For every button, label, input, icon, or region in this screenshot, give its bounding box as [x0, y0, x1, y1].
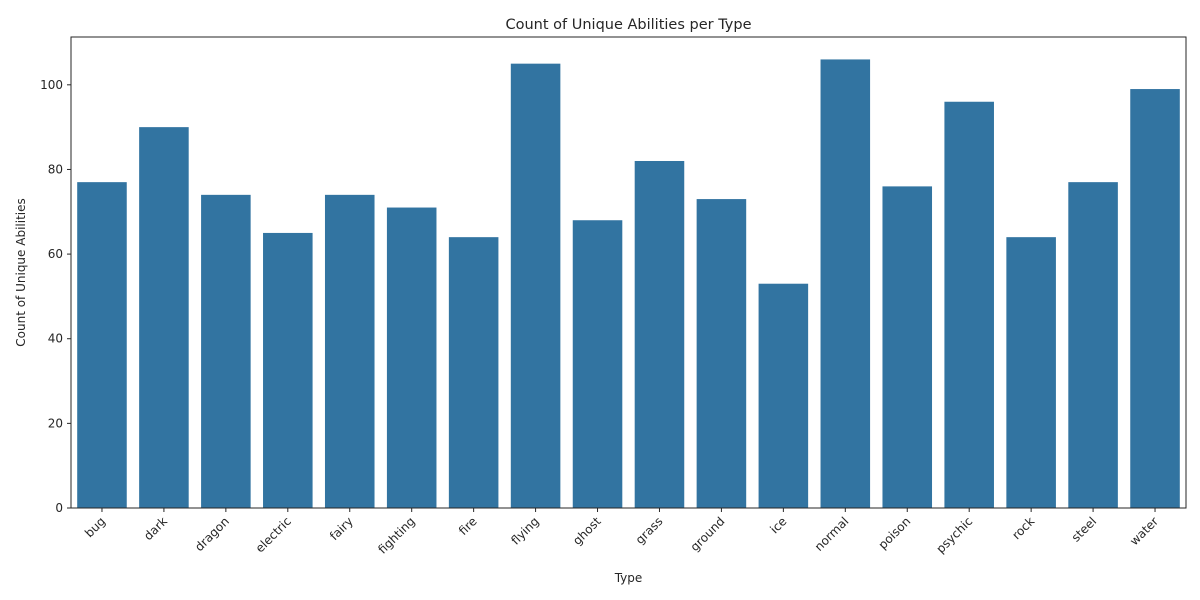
x-tick-label: poison	[876, 514, 914, 552]
x-tick-label: grass	[633, 514, 666, 547]
bar-ground	[696, 199, 747, 508]
x-tick-label: bug	[82, 514, 108, 540]
x-tick-label: ice	[767, 514, 789, 536]
bar-ice	[758, 283, 809, 508]
bars-group	[77, 59, 1180, 509]
x-tick-label: normal	[812, 514, 852, 554]
bar-poison	[882, 186, 933, 508]
y-tick-label: 0	[55, 501, 63, 515]
bar-fire	[448, 237, 499, 508]
y-axis-label: Count of Unique Abilities	[14, 198, 28, 346]
bar-rock	[1006, 237, 1056, 508]
bar-water	[1130, 89, 1180, 509]
bar-dragon	[201, 194, 251, 508]
bar-fairy	[324, 194, 375, 508]
x-axis-ticks: bug dark dragon electric fairy fighting fire fl…	[82, 508, 1161, 557]
plot-frame	[70, 36, 1187, 509]
x-tick-label: electric	[253, 514, 294, 555]
x-tick-label: fire	[456, 514, 480, 538]
y-tick-label: 100	[40, 78, 63, 92]
x-tick-label: fairy	[327, 514, 356, 543]
bar-normal	[820, 59, 871, 509]
bar-ghost	[572, 220, 623, 509]
bar-flying	[510, 63, 561, 509]
x-tick-label: psychic	[934, 514, 976, 556]
y-tick-label: 20	[48, 416, 63, 430]
x-tick-label: fighting	[375, 514, 417, 556]
y-tick-label: 40	[48, 332, 63, 346]
bar-steel	[1068, 182, 1118, 508]
x-tick-label: ground	[688, 514, 728, 554]
x-tick-label: dark	[141, 514, 170, 543]
bar-psychic	[944, 101, 994, 508]
chart-title: Count of Unique Abilities per Type	[505, 17, 751, 33]
x-tick-label: water	[1127, 514, 1161, 548]
x-axis-label: Type	[614, 571, 643, 585]
bar-bug	[77, 182, 127, 508]
y-tick-label: 60	[48, 247, 63, 261]
x-tick-label: rock	[1009, 514, 1037, 542]
x-tick-label: dragon	[192, 514, 232, 554]
bar-grass	[634, 160, 685, 508]
y-axis-ticks: 0 20 40 60 80 100	[40, 78, 71, 515]
x-tick-label: steel	[1069, 514, 1099, 544]
x-tick-label: ghost	[570, 514, 604, 548]
bar-dark	[139, 127, 189, 509]
bar-electric	[263, 232, 313, 508]
x-tick-label: flying	[508, 514, 541, 547]
bar-fighting	[386, 207, 437, 508]
y-tick-label: 80	[48, 162, 63, 176]
